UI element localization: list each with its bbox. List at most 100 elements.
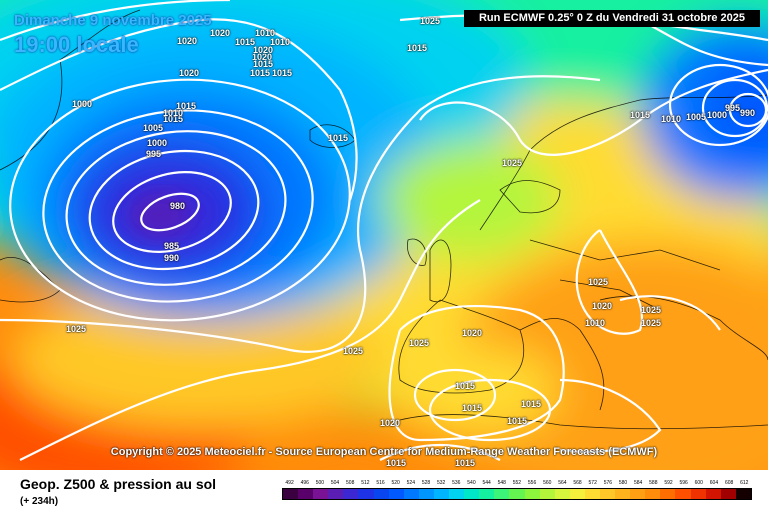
model-run-banner: Run ECMWF 0.25° 0 Z du Vendredi 31 octob… [464, 10, 760, 27]
color-scale-swatch [524, 489, 540, 499]
isobar-label: 980 [170, 201, 186, 211]
color-scale-label: 516 [376, 480, 385, 486]
color-scale-swatch [615, 489, 631, 499]
isobar-label: 995 [146, 149, 162, 159]
color-scale-swatch [735, 489, 751, 499]
isobar-label: 1025 [343, 346, 364, 356]
isobar-label: 1025 [588, 277, 609, 287]
color-scale-label: 496 [300, 480, 309, 486]
isobar-label: 1020 [210, 28, 231, 38]
color-scale-label: 564 [558, 480, 567, 486]
isobar-label: 1015 [176, 101, 197, 111]
isobar-label: 1025 [420, 16, 441, 26]
isobar-label: 1015 [630, 110, 651, 120]
color-scale-label: 520 [391, 480, 400, 486]
color-scale-swatch [343, 489, 359, 499]
isobar-label: 1015 [462, 403, 483, 413]
color-scale-label: 608 [724, 480, 734, 486]
isobar-label: 1015 [163, 114, 184, 124]
isobar-label: 1015 [455, 458, 476, 468]
color-scale-swatch [645, 489, 661, 499]
isobar-label: 1015 [386, 458, 407, 468]
color-scale-label: 604 [709, 480, 719, 486]
color-scale-label: 580 [618, 480, 628, 486]
isobar-label: 1015 [328, 133, 349, 143]
isobar-label: 1025 [66, 324, 87, 334]
isobar-label: 1000 [147, 138, 168, 148]
isobar-label: 1015 [272, 68, 293, 78]
isobar-label: 985 [164, 241, 180, 251]
isobar-label: 1020 [177, 36, 198, 46]
isobar-label: 1015 [250, 68, 271, 78]
color-scale-swatch [464, 489, 480, 499]
isobar-label: 1000 [707, 110, 728, 120]
color-scale-label: 536 [452, 480, 461, 486]
color-scale-swatch [283, 489, 299, 499]
geopotential-field [0, 0, 768, 470]
isobar-label: 1020 [253, 45, 274, 55]
color-scale-label: 568 [573, 480, 582, 486]
legend: Geop. Z500 & pression au sol (+ 234h) 49… [0, 470, 768, 512]
color-scale-swatch [509, 489, 525, 499]
legend-title: Geop. Z500 & pression au sol [20, 476, 217, 492]
color-scale-label: 524 [406, 480, 415, 486]
forecast-date: Dimanche 9 novembre 2025 [14, 12, 212, 29]
isobar-label: 1020 [462, 328, 483, 338]
isobar-label: 1005 [143, 123, 164, 133]
color-scale-swatch [403, 489, 419, 499]
color-scale-label: 552 [512, 480, 522, 486]
color-scale-label: 532 [436, 480, 446, 486]
isobar-label: 1020 [592, 301, 613, 311]
weather-map: Dimanche 9 novembre 2025 19:00 locale Ru… [0, 0, 768, 470]
color-scale-label: 612 [740, 480, 749, 486]
color-scale-label: 504 [330, 480, 340, 486]
isobar-label: 1025 [502, 158, 523, 168]
isobar-label: 1015 [253, 59, 274, 69]
isobar-label: 1005 [686, 112, 707, 122]
color-scale-label: 540 [467, 480, 476, 486]
color-scale-swatch [690, 489, 706, 499]
color-scale-swatch [328, 489, 344, 499]
copyright-notice: Copyright © 2025 Meteociel.fr - Source E… [110, 446, 658, 458]
color-scale-swatch [554, 489, 570, 499]
color-scale-label: 560 [543, 480, 552, 486]
isobar-label: 1000 [72, 99, 93, 109]
color-scale-label: 576 [603, 480, 613, 486]
color-scale-swatch [599, 489, 616, 499]
color-scale-swatch [660, 489, 676, 499]
isobar-label: 1020 [380, 418, 401, 428]
color-scale: 492 496 500 504 508 512 516 520 524 528 532 536 540 5… [282, 480, 752, 510]
color-scale-swatch [675, 489, 691, 499]
forecast-lead-time: (+ 234h) [20, 496, 59, 507]
color-scale-swatch [705, 489, 721, 499]
color-scale-swatch [569, 489, 585, 499]
color-scale-label: 592 [664, 480, 673, 486]
isobar-label: 990 [164, 253, 180, 263]
isobar-label: 1010 [163, 108, 184, 118]
color-scale-swatch [313, 489, 329, 499]
isobar-label: 1025 [641, 318, 662, 328]
color-scale-label: 596 [679, 480, 688, 486]
color-scale-label: 512 [361, 480, 370, 486]
isobar-label: 1015 [521, 399, 542, 409]
color-scale-label: 500 [315, 480, 325, 486]
color-scale-swatch [630, 489, 646, 499]
isobar-label: 1010 [255, 28, 276, 38]
color-scale-swatch [584, 489, 600, 499]
color-scale-swatch [449, 489, 465, 499]
isobar-label: 1025 [409, 338, 430, 348]
forecast-time: 19:00 locale [14, 32, 139, 57]
color-scale-label: 508 [346, 480, 355, 486]
color-scale-label: 528 [421, 480, 431, 486]
color-scale-labels: 492 496 500 504 508 512 516 520 524 528 532 536 540 5… [282, 480, 752, 486]
isobar-label: 1015 [507, 416, 528, 426]
color-scale-swatch [479, 489, 495, 499]
color-scale-label: 544 [482, 480, 491, 486]
color-scale-label: 584 [634, 480, 643, 486]
color-scale-label: 492 [285, 480, 294, 486]
color-scale-swatch [720, 489, 736, 499]
color-scale-swatch [373, 489, 389, 499]
color-scale-label: 548 [497, 480, 506, 486]
isobar-label: 1015 [407, 43, 428, 53]
